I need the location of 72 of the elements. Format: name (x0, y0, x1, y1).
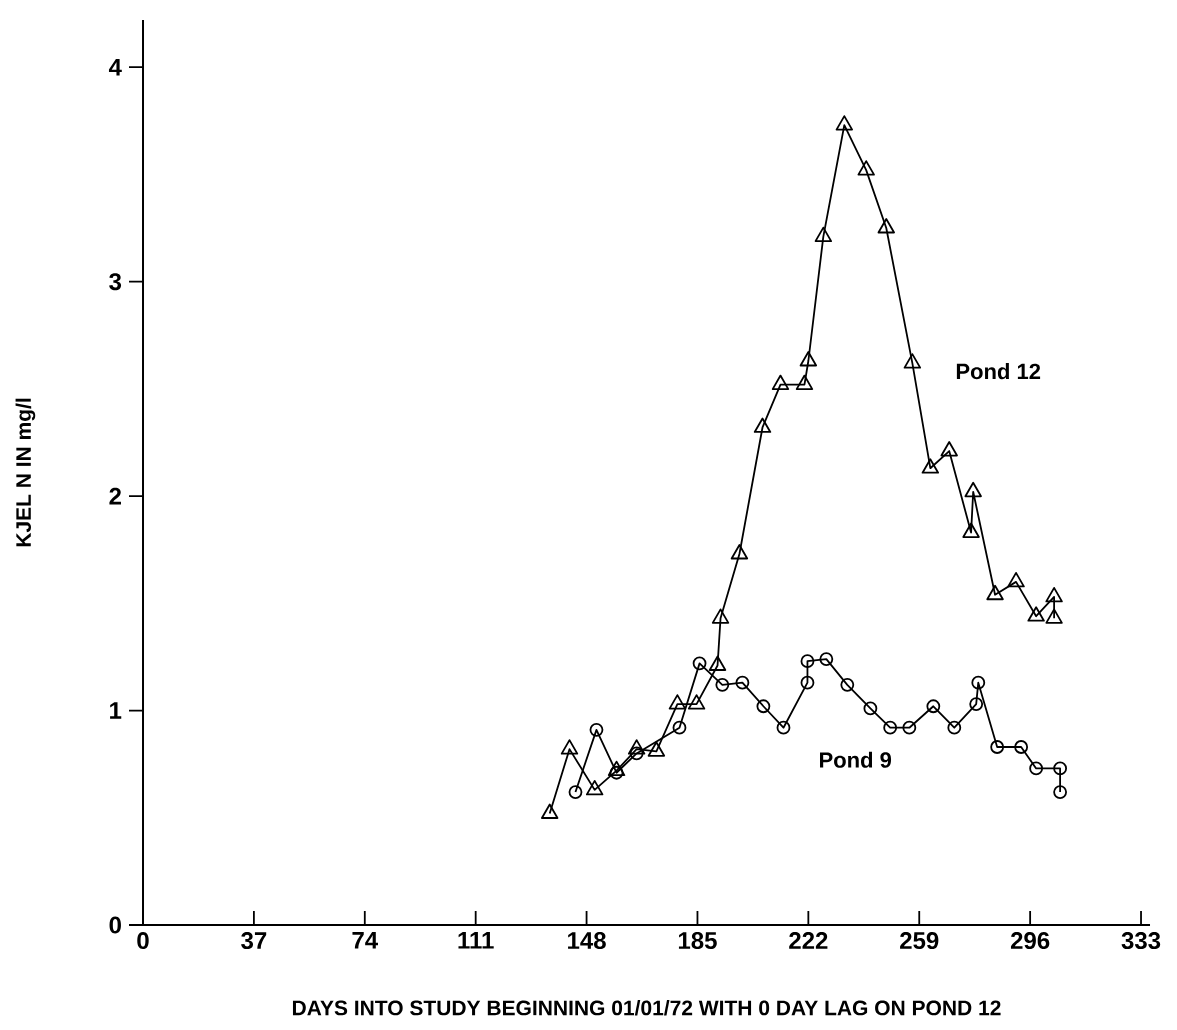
point (990, 740, 1005, 754)
point (962, 522, 980, 538)
point (814, 226, 833, 242)
point (609, 765, 624, 780)
point (902, 720, 917, 735)
point (692, 656, 707, 671)
x-tick-label: 296 (1010, 932, 1050, 950)
point (715, 677, 730, 692)
point (835, 115, 854, 131)
point (1053, 785, 1068, 799)
x-tick-label: 148 (568, 932, 606, 950)
point (627, 739, 646, 755)
y-tick-label: 2 (109, 487, 121, 505)
point (940, 441, 958, 457)
point (903, 353, 922, 369)
point (589, 722, 604, 737)
point (863, 701, 878, 716)
point (926, 699, 941, 714)
point (819, 652, 834, 666)
x-tick-label: 185 (678, 932, 717, 950)
point (647, 741, 666, 757)
y-tick-label: 4 (108, 58, 122, 76)
point (921, 458, 940, 474)
point (947, 720, 962, 735)
point (1029, 761, 1044, 776)
point (730, 544, 749, 560)
point (877, 218, 895, 234)
x-tick-label: 333 (1121, 932, 1161, 950)
series-label: Pond 9 (820, 751, 892, 768)
x-tick-label: 74 (352, 932, 378, 949)
point (568, 785, 583, 799)
point (708, 655, 727, 671)
point (840, 677, 855, 692)
point (687, 694, 706, 710)
point (964, 481, 982, 498)
point (629, 746, 644, 761)
y-tick-label: 1 (110, 702, 122, 719)
point (857, 160, 875, 176)
point (986, 584, 1004, 601)
x-tick-label: 111 (458, 932, 494, 949)
y-tick-label: 3 (109, 273, 122, 291)
x-axis-title: DAYS INTO STUDY BEGINNING 01/01/72 WITH 0 DAY LAG ON POND 12 (292, 999, 1001, 1016)
point (672, 720, 687, 735)
point (776, 720, 791, 735)
point (771, 374, 790, 390)
point (668, 694, 687, 710)
point (585, 780, 604, 796)
x-tick-label: 259 (900, 932, 939, 950)
y-axis-title: KJEL N IN mg/l (15, 398, 36, 547)
point (1027, 606, 1045, 622)
point (756, 699, 771, 714)
point (711, 608, 730, 624)
point (1007, 571, 1025, 588)
point (800, 654, 815, 669)
point (883, 720, 898, 735)
point (795, 374, 814, 390)
point (1014, 740, 1029, 754)
y-tick-label: 0 (109, 916, 121, 934)
point (560, 739, 579, 755)
point (1045, 586, 1063, 603)
point (799, 351, 818, 367)
point (1053, 761, 1068, 776)
point (1045, 608, 1063, 624)
x-tick-label: 37 (241, 932, 267, 950)
point (735, 675, 750, 690)
series-label: Pond 12 (956, 363, 1041, 380)
point (971, 675, 986, 690)
point (800, 675, 815, 690)
point (969, 697, 984, 712)
x-tick-label: 222 (789, 932, 828, 949)
point (753, 417, 772, 433)
x-tick-label: 0 (137, 932, 149, 950)
